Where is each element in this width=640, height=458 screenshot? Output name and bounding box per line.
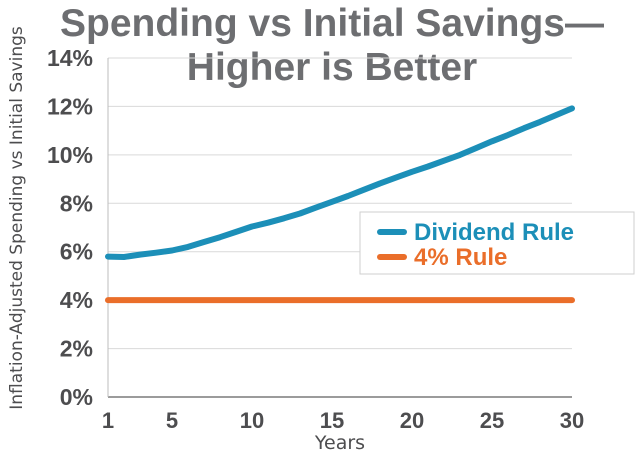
y-tick-label-0: 0% xyxy=(60,384,93,410)
legend-label-dividend-rule: Dividend Rule xyxy=(414,219,574,246)
y-tick-label-10: 10% xyxy=(47,142,93,168)
series-group xyxy=(105,105,575,304)
x-axis-label: Years xyxy=(314,432,365,454)
legend-label-4-percent-rule: 4% Rule xyxy=(414,244,507,271)
y-tick-label-2: 2% xyxy=(60,336,93,362)
x-tick-label-5: 5 xyxy=(166,408,178,433)
y-axis-label: Inflation-Adjusted Spending vs Initial S… xyxy=(7,26,27,410)
x-axis-ticks: 1 5 10 15 20 25 30 xyxy=(102,408,584,433)
y-axis-ticks: 0% 2% 4% 6% 8% 10% 12% 14% xyxy=(47,45,93,410)
y-tick-label-14: 14% xyxy=(47,45,93,71)
x-tick-label-1: 1 xyxy=(102,408,114,433)
x-tick-label-20: 20 xyxy=(400,408,424,433)
series-line-dividend-rule xyxy=(105,105,575,260)
chart-title-line2: Higher is Better xyxy=(187,46,477,89)
legend-box xyxy=(359,211,635,275)
legend: Dividend Rule 4% Rule xyxy=(359,211,635,275)
y-tick-label-4: 4% xyxy=(60,287,93,313)
x-tick-label-25: 25 xyxy=(480,408,504,433)
gridlines xyxy=(108,57,572,350)
chart-title-line1: Spending vs Initial Savings— xyxy=(60,2,604,45)
axes xyxy=(107,58,572,398)
x-tick-label-30: 30 xyxy=(560,408,584,433)
y-tick-label-6: 6% xyxy=(60,239,93,265)
y-tick-label-12: 12% xyxy=(47,93,93,119)
y-tick-label-8: 8% xyxy=(60,190,93,216)
x-tick-label-10: 10 xyxy=(240,408,264,433)
x-tick-label-15: 15 xyxy=(320,408,344,433)
